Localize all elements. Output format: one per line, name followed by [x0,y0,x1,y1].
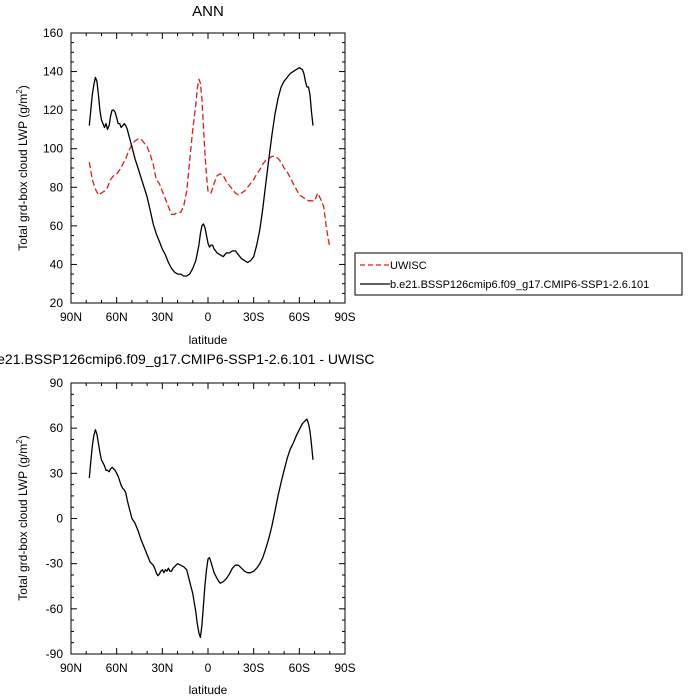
top-x-tick-label: 90S [334,310,355,324]
top-x-tick-label: 90N [60,310,82,324]
bottom-y-tick-label: -90 [46,647,64,661]
top-x-tick-label: 0 [205,310,212,324]
top-y-tick-label: 140 [43,65,63,79]
bottom-plot-frame [70,382,346,655]
top-x-tick-label: 60N [106,310,128,324]
top-y-tick-label: 160 [43,26,63,40]
top-y-tick-label: 120 [43,103,63,117]
top-y-tick-label: 60 [50,219,64,233]
legend-box [354,252,683,296]
bottom-x-tick-label: 60N [106,661,128,675]
bottom-y-tick-label: 30 [50,466,64,480]
bottom-y-tick-label: 0 [56,512,63,526]
bottom-y-axis-label: Total grd-box cloud LWP (g/m2) [15,435,30,600]
top-chart-title: ANN [192,3,224,20]
top-y-tick-label: 40 [50,257,64,271]
bottom-x-tick-label: 90S [334,661,355,675]
bottom-series-line-0 [88,418,314,639]
top-x-axis-label: latitude [189,333,228,347]
legend-label-model: b.e21.BSSP126cmip6.f09_g17.CMIP6-SSP1-2.… [390,279,649,291]
bottom-x-tick-label: 30N [151,661,173,675]
bottom-y-tick-label: -30 [46,557,64,571]
bottom-x-axis-label: latitude [189,683,228,697]
bottom-y-tick-label: 60 [50,421,64,435]
top-x-tick-label: 30S [243,310,264,324]
bottom-y-tick-label: -60 [46,602,64,616]
top-y-axis-label: Total grd-box cloud LWP (g/m2) [15,85,30,250]
legend: UWISC b.e21.BSSP126cmip6.f09_g17.CMIP6-S… [354,252,683,296]
top-y-tick-label: 100 [43,142,63,156]
top-x-tick-label: 60S [289,310,310,324]
bottom-y-tick-label: 90 [50,376,64,390]
bottom-chart-title: b.e21.BSSP126cmip6.f09_g17.CMIP6-SSP1-2.… [0,351,375,367]
bottom-x-tick-label: 30S [243,661,264,675]
top-series-line-1 [88,67,314,277]
top-series-line-0 [88,78,331,248]
legend-label-uwisc: UWISC [390,260,427,272]
bottom-x-tick-label: 90N [60,661,82,675]
top-line-chart: ANN 90N 60N 30N 0 30S 60S 90S 20 40 60 80 100 120 140… [15,3,683,347]
bottom-x-tick-label: 60S [289,661,310,675]
top-y-tick-label: 80 [50,180,64,194]
bottom-x-tick-label: 0 [205,661,212,675]
top-x-tick-label: 30N [151,310,173,324]
top-y-tick-label: 20 [50,296,64,310]
bottom-line-chart: b.e21.BSSP126cmip6.f09_g17.CMIP6-SSP1-2.… [0,351,375,697]
